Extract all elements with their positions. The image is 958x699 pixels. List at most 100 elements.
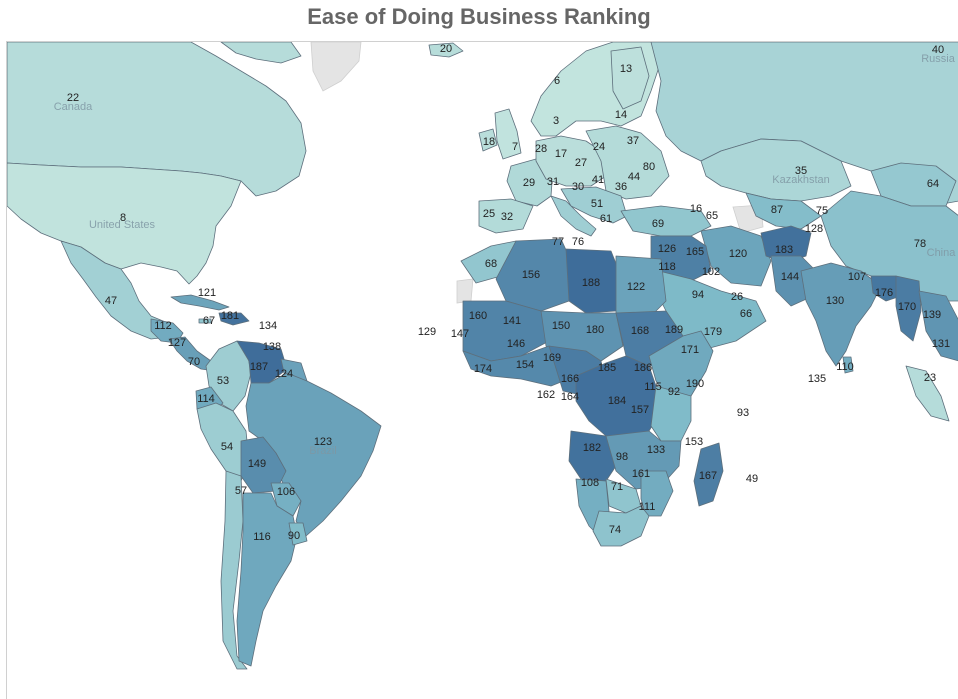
rank-label-slovenia: 30 [572, 181, 584, 193]
region-sri-lanka[interactable] [842, 356, 854, 374]
rank-label-moldova: 36 [615, 181, 627, 193]
rank-label-belarus: 37 [627, 135, 639, 147]
region-ireland[interactable] [478, 128, 498, 152]
rank-label-finland: 13 [620, 63, 632, 75]
rank-label-poland: 24 [593, 141, 605, 153]
region-paraguay[interactable] [270, 482, 302, 517]
rank-label-tanzania: 133 [647, 444, 665, 456]
region-madagascar[interactable] [693, 442, 724, 507]
rank-label-chile: 57 [235, 485, 247, 497]
region-canada-islands[interactable] [220, 42, 302, 64]
rank-label-angola: 182 [583, 442, 601, 454]
rank-label-senegal: 147 [451, 328, 469, 340]
map-canvas[interactable]: Canada United States Brazil Kazakhstan China… [6, 41, 958, 699]
rank-label-dr-congo: 184 [608, 395, 626, 407]
rank-label-sudan: 168 [631, 325, 649, 337]
basemap-label-canada: Canada [54, 101, 93, 113]
region-venezuela[interactable] [236, 340, 288, 384]
rank-label-seychelles: 93 [737, 407, 749, 419]
region-finland[interactable] [610, 46, 650, 110]
rank-label-nigeria: 169 [543, 352, 561, 364]
rank-label-cabo-verde: 129 [418, 326, 436, 338]
rank-label-russia: 40 [932, 44, 944, 56]
rank-label-kenya: 92 [668, 386, 680, 398]
rank-label-mali: 141 [503, 315, 521, 327]
rank-label-chad: 180 [586, 324, 604, 336]
region-iberia[interactable] [478, 198, 534, 234]
rank-label-djibouti: 171 [681, 344, 699, 356]
region-south-africa[interactable] [592, 505, 650, 547]
region-central-asia[interactable] [745, 192, 822, 230]
region-iceland[interactable] [428, 42, 464, 58]
rank-label-burkina-faso: 146 [507, 338, 525, 350]
region-china[interactable] [820, 190, 958, 302]
region-iran[interactable] [700, 225, 772, 287]
rank-label-layer: Canada United States Brazil Kazakhstan China… [54, 43, 957, 543]
region-uk[interactable] [494, 108, 522, 160]
rank-label-puerto-rico: 134 [259, 320, 277, 332]
region-italy[interactable] [550, 195, 597, 237]
region-central-europe[interactable] [535, 135, 607, 187]
rank-label-suriname: 124 [275, 368, 293, 380]
region-bengal[interactable] [870, 275, 902, 302]
rank-label-algeria: 156 [522, 269, 540, 281]
rank-label-oman: 66 [740, 308, 752, 320]
region-myanmar[interactable] [895, 275, 922, 342]
rank-label-saudi-arabia: 94 [692, 289, 704, 301]
rank-label-georgia: 16 [690, 203, 702, 215]
rank-label-nepal: 107 [848, 271, 866, 283]
region-india[interactable] [800, 262, 882, 367]
choropleth-map[interactable]: Canada United States Brazil Kazakhstan China… [7, 42, 958, 699]
region-bolivia[interactable] [240, 436, 287, 494]
rank-label-mauritius: 49 [746, 473, 758, 485]
rank-label-uruguay: 90 [288, 530, 300, 542]
rank-label-kyrgyzstan: 75 [816, 205, 828, 217]
rank-label-syria: 126 [658, 243, 676, 255]
rank-label-central-african-republic: 185 [598, 362, 616, 374]
region-western-sahara-no-data [456, 278, 474, 304]
rank-label-india: 130 [826, 295, 844, 307]
region-cuba[interactable] [170, 294, 230, 311]
region-afghanistan[interactable] [760, 225, 812, 264]
rank-label-niger: 150 [552, 320, 570, 332]
rank-label-nicaragua: 127 [168, 337, 186, 349]
rank-label-yemen: 179 [704, 326, 722, 338]
region-argentina[interactable] [236, 492, 298, 667]
rank-label-united-states: 8 [120, 212, 126, 224]
rank-label-malaysia: 23 [924, 372, 936, 384]
rank-label-botswana: 71 [611, 481, 623, 493]
region-algeria[interactable] [495, 238, 572, 312]
region-eastern-europe[interactable] [585, 125, 670, 200]
rank-label-tajikistan: 128 [805, 223, 823, 235]
rank-label-morocco: 68 [485, 258, 497, 270]
rank-label-cameroon: 166 [561, 373, 579, 385]
region-jamaica[interactable] [198, 318, 212, 324]
region-mozambique[interactable] [640, 470, 674, 517]
rank-label-bangladesh: 176 [875, 287, 893, 299]
region-balkans[interactable] [560, 186, 628, 224]
region-malay[interactable] [905, 365, 950, 422]
region-uruguay[interactable] [288, 522, 308, 546]
rank-label-south-africa: 74 [609, 524, 621, 536]
rank-label-mozambique: 111 [639, 501, 656, 513]
region-hispaniola[interactable] [218, 312, 250, 326]
region-kazakhstan[interactable] [700, 138, 852, 202]
rank-label-albania: 61 [600, 213, 612, 225]
rank-label-guatemala: 112 [154, 320, 172, 332]
rank-label-ethiopia: 115 [644, 381, 662, 393]
rank-label-turkey: 69 [652, 218, 664, 230]
rank-label-afghanistan: 183 [775, 244, 793, 256]
rank-label-iraq: 165 [686, 246, 704, 258]
rank-label-venezuela: 187 [250, 361, 268, 373]
rank-label-netherlands: 28 [535, 143, 547, 155]
region-indochina[interactable] [918, 290, 958, 362]
rank-label-canada: 22 [67, 92, 79, 104]
rank-label-eritrea: 189 [665, 324, 683, 336]
region-egypt[interactable] [615, 255, 667, 317]
rank-label-comoros: 153 [685, 436, 703, 448]
rank-label-mexico: 47 [105, 295, 117, 307]
rank-label-kazakhstan: 35 [795, 165, 807, 177]
rank-label-iceland: 20 [440, 43, 452, 55]
rank-label-myanmar: 170 [898, 301, 916, 313]
rank-label-jordan: 118 [658, 261, 676, 273]
